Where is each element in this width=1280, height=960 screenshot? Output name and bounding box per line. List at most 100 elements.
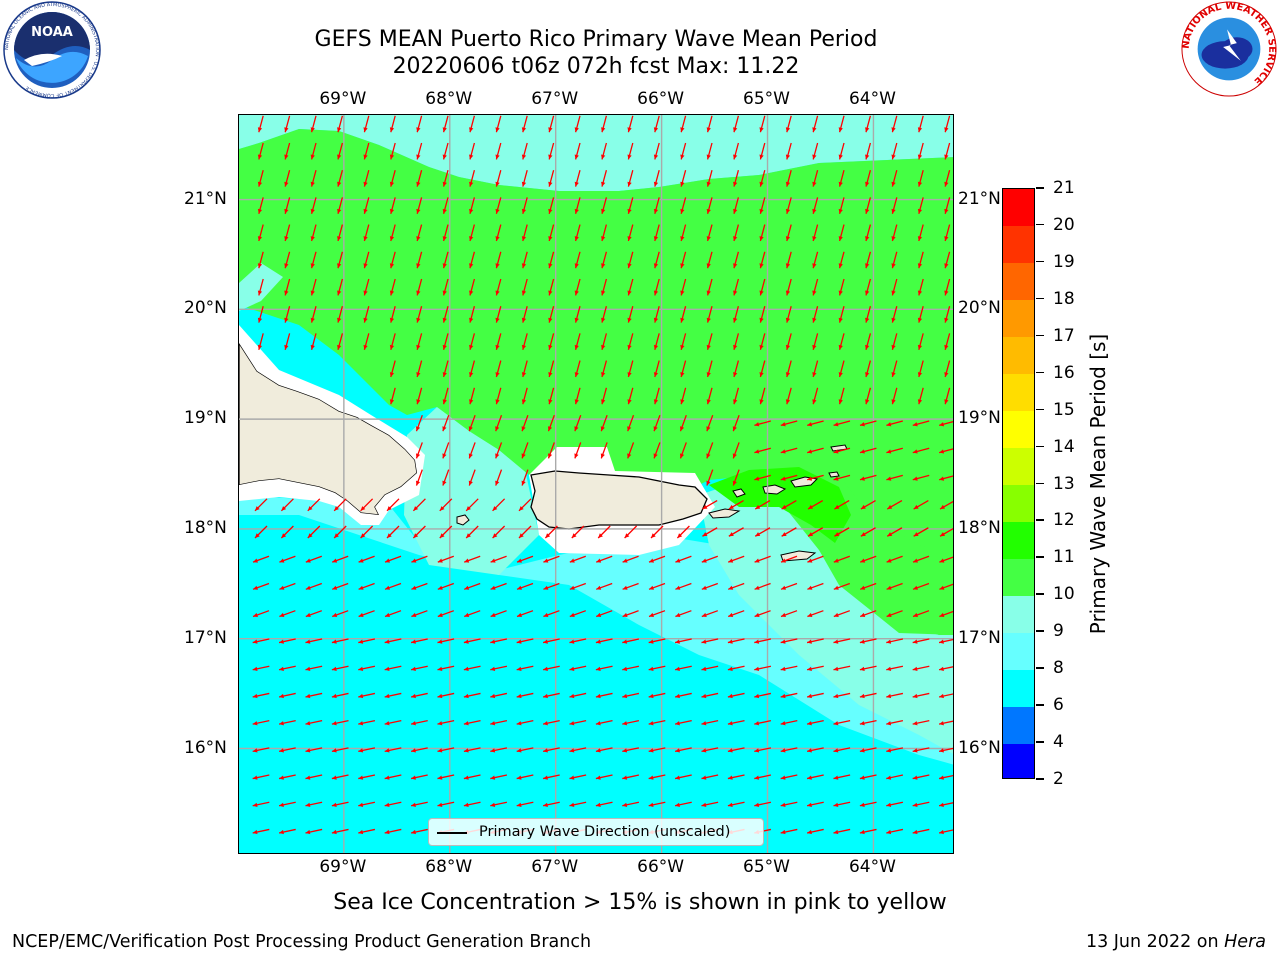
wave-direction-arrow bbox=[944, 142, 951, 160]
wave-direction-arrow bbox=[733, 278, 740, 296]
wave-direction-arrow bbox=[492, 525, 506, 539]
wave-direction-arrow bbox=[331, 638, 349, 644]
st-thomas bbox=[762, 484, 787, 495]
wave-direction-arrow bbox=[891, 306, 898, 323]
wave-direction-arrow bbox=[781, 499, 797, 510]
wave-direction-arrow bbox=[516, 801, 534, 807]
wave-direction-arrow bbox=[727, 692, 745, 699]
wave-direction-arrow bbox=[548, 387, 555, 405]
wave-direction-arrow bbox=[944, 360, 951, 378]
wave-direction-arrow bbox=[759, 142, 766, 160]
wave-direction-arrow bbox=[358, 747, 376, 753]
wave-direction-arrow bbox=[305, 582, 323, 590]
lon-tick-label: 68°W bbox=[425, 89, 473, 109]
wave-direction-arrow bbox=[806, 747, 824, 753]
colorbar-tick-label: 20 bbox=[1053, 214, 1075, 235]
wave-direction-arrow bbox=[363, 306, 370, 323]
wave-direction-arrow bbox=[807, 420, 824, 427]
wave-direction-arrow bbox=[891, 333, 898, 350]
wave-direction-arrow bbox=[627, 306, 634, 323]
wave-direction-arrow bbox=[521, 306, 528, 323]
wave-direction-arrow bbox=[865, 115, 872, 133]
wave-direction-arrow bbox=[284, 197, 291, 214]
wave-direction-arrow bbox=[384, 692, 402, 699]
colorbar-tick-label: 16 bbox=[1053, 362, 1075, 383]
lat-tick-label: 20°N bbox=[958, 298, 1001, 319]
wave-direction-arrow bbox=[917, 333, 924, 350]
colorbar-tick-label: 2 bbox=[1053, 769, 1064, 789]
wave-direction-arrow bbox=[597, 525, 611, 539]
wave-direction-arrow bbox=[780, 610, 798, 618]
wave-direction-arrow bbox=[912, 610, 930, 618]
wave-direction-arrow bbox=[648, 692, 666, 699]
wave-direction-arrow bbox=[917, 142, 924, 160]
wave-direction-arrow bbox=[648, 747, 666, 753]
lon-tick-label: 65°W bbox=[743, 857, 790, 877]
wave-direction-arrow bbox=[389, 278, 396, 296]
wave-direction-arrow bbox=[543, 610, 560, 618]
wave-direction-arrow bbox=[463, 610, 481, 618]
wave-direction-arrow bbox=[252, 747, 270, 753]
wave-direction-arrow bbox=[254, 498, 268, 512]
wave-direction-arrow bbox=[917, 306, 924, 323]
wave-direction-arrow bbox=[938, 638, 953, 644]
wave-direction-arrow bbox=[706, 306, 713, 323]
wave-direction-arrow bbox=[680, 115, 687, 133]
wave-direction-arrow bbox=[601, 251, 608, 269]
colorbar-tick-label: 17 bbox=[1053, 325, 1075, 346]
wave-direction-arrow bbox=[490, 610, 507, 618]
wave-direction-arrow bbox=[358, 719, 376, 726]
wave-direction-arrow bbox=[331, 610, 349, 618]
wave-direction-arrow bbox=[944, 306, 951, 323]
wave-direction-arrow bbox=[310, 197, 317, 214]
wave-direction-arrow bbox=[727, 665, 745, 671]
wave-direction-arrow bbox=[389, 224, 396, 242]
wave-direction-arrow bbox=[521, 360, 528, 378]
wave-direction-arrow bbox=[439, 498, 453, 512]
wave-direction-arrow bbox=[363, 278, 370, 296]
wave-direction-arrow bbox=[807, 499, 824, 510]
wave-direction-arrow bbox=[463, 665, 481, 671]
wave-direction-arrow bbox=[571, 525, 585, 539]
wave-direction-arrow bbox=[415, 414, 423, 432]
wave-direction-arrow bbox=[389, 360, 396, 378]
wave-direction-arrow bbox=[437, 774, 455, 780]
colorbar-tick-label: 13 bbox=[1053, 473, 1075, 494]
wave-direction-arrow bbox=[648, 638, 666, 644]
wave-direction-arrow bbox=[622, 638, 640, 644]
wave-direction-arrow bbox=[680, 387, 687, 405]
wave-direction-arrow bbox=[465, 525, 479, 539]
wave-direction-arrow bbox=[518, 525, 532, 539]
wave-direction-arrow bbox=[463, 638, 481, 644]
wave-direction-arrow bbox=[569, 610, 587, 618]
wave-direction-arrow bbox=[653, 414, 661, 432]
wave-direction-arrow bbox=[807, 610, 824, 618]
wave-direction-arrow bbox=[284, 306, 291, 323]
wave-direction-arrow bbox=[416, 142, 423, 160]
wave-direction-arrow bbox=[384, 801, 402, 807]
wave-direction-arrow bbox=[807, 447, 824, 454]
wave-direction-arrow bbox=[595, 692, 613, 699]
wave-direction-arrow bbox=[389, 333, 396, 350]
wave-direction-arrow bbox=[627, 387, 634, 405]
wave-direction-arrow bbox=[389, 170, 396, 187]
wave-direction-arrow bbox=[938, 720, 953, 726]
wave-direction-arrow bbox=[680, 170, 687, 187]
wave-direction-arrow bbox=[917, 387, 924, 405]
wave-direction-arrow bbox=[384, 555, 402, 563]
wave-direction-arrow bbox=[257, 333, 264, 350]
wave-direction-arrow bbox=[759, 306, 766, 323]
wave-direction-arrow bbox=[701, 665, 719, 671]
lon-tick-label: 66°W bbox=[637, 89, 685, 109]
wave-direction-arrow bbox=[701, 774, 719, 780]
wave-direction-arrow bbox=[653, 115, 660, 133]
wave-direction-arrow bbox=[410, 801, 428, 807]
wave-direction-arrow bbox=[574, 333, 581, 350]
wave-direction-arrow bbox=[363, 224, 370, 242]
wave-direction-arrow bbox=[569, 582, 587, 590]
wave-period-map bbox=[238, 114, 954, 854]
wave-direction-arrow bbox=[859, 474, 877, 481]
wave-direction-arrow bbox=[412, 498, 426, 512]
wave-direction-arrow bbox=[886, 638, 904, 644]
wave-direction-arrow bbox=[548, 306, 555, 323]
